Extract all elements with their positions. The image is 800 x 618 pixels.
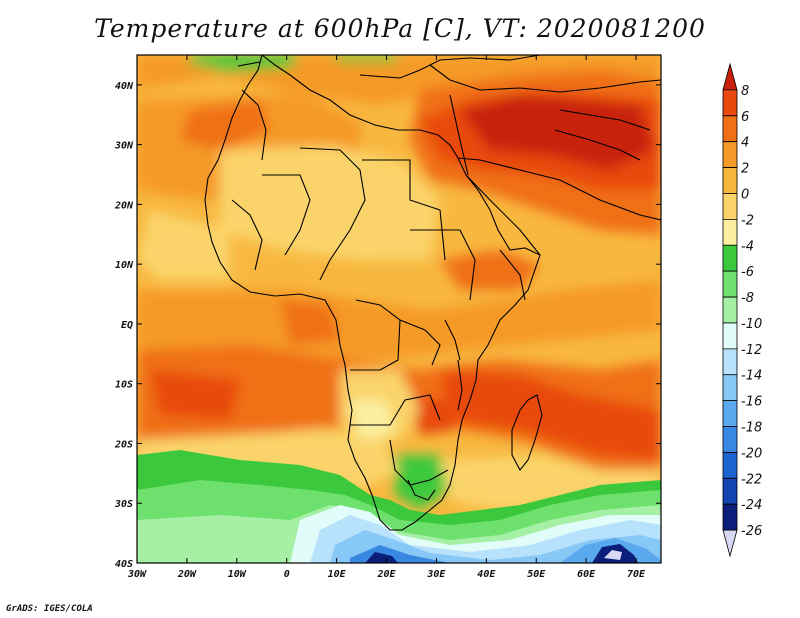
lon-tick-label: 30W	[127, 569, 147, 580]
colorbar-swatch	[722, 348, 738, 376]
colorbar-label: 6	[741, 110, 749, 125]
colorbar-label: 4	[741, 136, 749, 151]
colorbar-swatch	[722, 477, 738, 505]
colorbar-swatch	[722, 452, 738, 479]
lon-tick-label: 20W	[177, 569, 197, 580]
lat-tick-label: 10S	[115, 380, 133, 391]
colorbar-swatch	[722, 193, 738, 220]
colorbar-label: -14	[741, 369, 762, 384]
lon-tick-label: 40E	[477, 569, 496, 580]
colorbar: 8 6 4 2 0 -2 -4 -6 -8 -10 -12 -14 -16 -18 -20 -22 -24 -26	[722, 62, 762, 558]
map-title: Temperature at 600hPa [C], VT: 202008120…	[94, 14, 706, 43]
colorbar-label: -24	[741, 498, 762, 513]
coastlines	[204, 55, 661, 531]
colorbar-swatch	[722, 244, 738, 272]
colorbar-label: -18	[741, 421, 762, 436]
colorbar-swatch	[722, 322, 738, 350]
colorbar-label: -16	[741, 395, 762, 410]
longitude-axis: 30W 20W 10W 0 10E 20E 30E 40E 50E 60E 70E	[127, 55, 646, 580]
lon-tick-label: 50E	[527, 569, 546, 580]
colorbar-swatch	[722, 426, 738, 453]
colorbar-swatch	[722, 62, 738, 91]
credit-text: GrADS: IGES/COLA	[6, 604, 93, 614]
lon-tick-label: 30E	[426, 569, 446, 580]
colorbar-label: -4	[741, 239, 754, 254]
colorbar-swatch	[722, 503, 738, 531]
lat-tick-label: 40S	[115, 559, 133, 570]
lat-tick-label: 20N	[114, 200, 134, 211]
colorbar-swatch	[722, 141, 738, 168]
colorbar-label: -6	[741, 265, 754, 280]
lon-tick-label: 20E	[376, 569, 396, 580]
colorbar-label: 2	[741, 162, 749, 177]
lat-tick-label: 30N	[114, 141, 134, 152]
colorbar-label: 0	[741, 187, 749, 202]
colorbar-swatch	[722, 89, 738, 117]
lat-tick-label: 40N	[115, 81, 134, 92]
lat-tick-label: 10N	[115, 260, 134, 271]
colorbar-label: 8	[741, 84, 749, 99]
colorbar-label: -2	[741, 213, 754, 228]
colorbar-label: -20	[741, 446, 762, 461]
lon-tick-label: 60E	[577, 569, 596, 580]
colorbar-label: -26	[741, 524, 762, 539]
colorbar-swatch	[722, 296, 738, 324]
lon-tick-label: 10W	[228, 569, 247, 580]
lat-tick-label: EQ	[121, 320, 133, 331]
colorbar-swatch	[722, 400, 738, 427]
colorbar-label: -10	[741, 317, 762, 332]
colorbar-swatch	[722, 270, 738, 298]
lon-tick-label: 70E	[627, 569, 646, 580]
lon-tick-label: 0	[284, 569, 290, 580]
lon-tick-label: 10E	[328, 569, 347, 580]
colorbar-swatch	[722, 529, 738, 558]
map-frame	[136, 54, 662, 564]
temperature-field	[137, 55, 661, 563]
lat-tick-label: 30S	[114, 499, 133, 510]
colorbar-swatch	[722, 167, 738, 194]
colorbar-swatch	[722, 115, 738, 143]
colorbar-swatch	[722, 374, 738, 402]
latitude-axis: 40N 30N 20N 10N EQ 10S 20S 30S 40S	[114, 81, 661, 570]
colorbar-label: -22	[741, 472, 762, 487]
colorbar-label: -12	[741, 343, 762, 358]
colorbar-swatch	[722, 218, 738, 246]
lat-tick-label: 20S	[114, 439, 133, 450]
colorbar-label: -8	[741, 291, 754, 306]
